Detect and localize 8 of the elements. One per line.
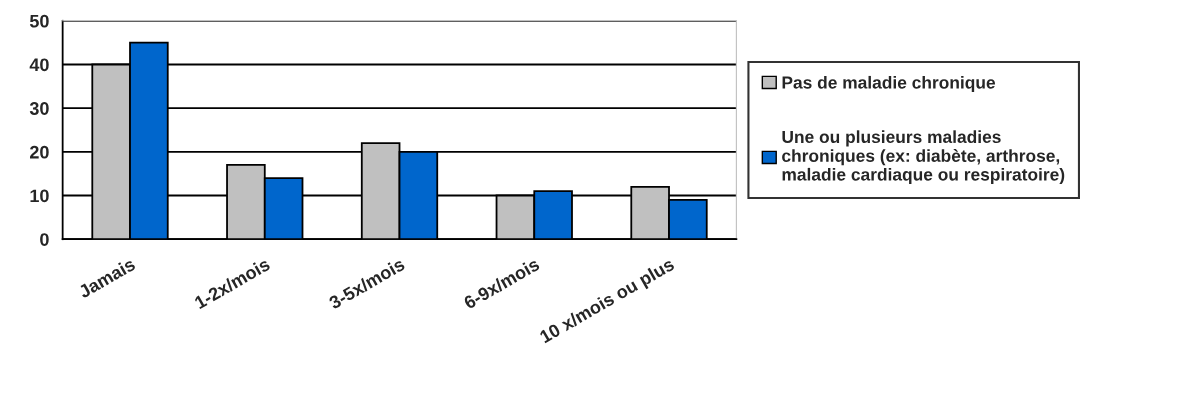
y-tick-label: 20	[30, 145, 49, 159]
y-tick-label: 40	[29, 58, 49, 72]
y-tick-label: 30	[29, 102, 49, 115]
y-tick-label: 0	[40, 233, 49, 246]
legend-label: Une ou plusieurs maladies chroniques (ex: diabète, arthrose, maladie cardiaque ou respiratoire)	[782, 130, 1065, 185]
y-tick-label: 10	[30, 189, 49, 203]
y-tick-label: 50	[29, 14, 49, 28]
legend-label: Pas de maladie chronique	[782, 75, 996, 93]
